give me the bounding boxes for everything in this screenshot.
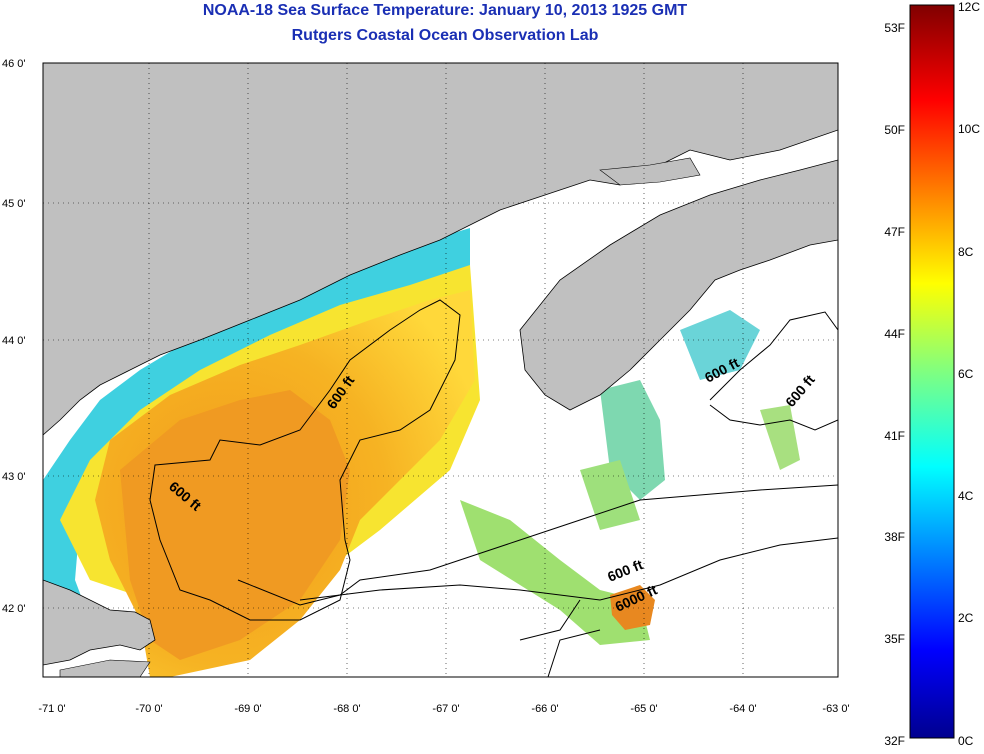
- map-title: NOAA-18 Sea Surface Temperature: January…: [202, 2, 688, 19]
- lon-label: -65 0': [630, 703, 657, 715]
- colorbar-f-labels: 53F 50F 47F 44F 41F 38F 35F 32F: [884, 21, 905, 748]
- lon-label: -66 0': [531, 703, 558, 715]
- land-nova-scotia: [519, 159, 838, 411]
- map-plot-area: 600 ft 600 ft 600 ft 600 ft 600 ft 6000 …: [43, 63, 838, 677]
- colorbar-c-label: 6C: [958, 367, 974, 381]
- sst-orange-core: [120, 390, 350, 660]
- colorbar-c-label: 8C: [958, 245, 974, 259]
- temperature-colorbar: [909, 4, 955, 739]
- colorbar-f-label: 32F: [884, 734, 905, 748]
- lon-label: -63 0': [822, 703, 849, 715]
- sst-east-patch-5: [760, 405, 800, 470]
- sst-east-patch-4: [680, 310, 760, 380]
- land-mainland: [43, 63, 838, 436]
- colorbar-c-label: 12C: [958, 0, 980, 14]
- lat-label: 43 0': [2, 471, 26, 483]
- lon-label: -68 0': [333, 703, 360, 715]
- colorbar-f-label: 38F: [884, 530, 905, 544]
- land-pei: [599, 157, 701, 186]
- colorbar-f-label: 47F: [884, 225, 905, 239]
- land-nantucket: [59, 659, 151, 677]
- lat-label: 42 0': [2, 603, 26, 615]
- colorbar-c-label: 2C: [958, 611, 974, 625]
- map-frame: [42, 62, 839, 678]
- lon-label: -69 0': [234, 703, 261, 715]
- land-cape-cod: [43, 579, 156, 666]
- colorbar-f-label: 35F: [884, 632, 905, 646]
- lon-label: -70 0': [135, 703, 162, 715]
- colorbar-c-labels: 12C 10C 8C 6C 4C 2C 0C: [958, 0, 980, 748]
- lat-labels: 46 0' 45 0' 44 0' 43 0' 42 0': [2, 58, 26, 615]
- depth-contours: [149, 299, 838, 677]
- lon-label: -71 0': [38, 703, 65, 715]
- colorbar-c-label: 10C: [958, 122, 980, 136]
- lon-labels: -71 0' -70 0' -69 0' -68 0' -67 0' -66 0…: [38, 703, 849, 715]
- colorbar-f-label: 41F: [884, 429, 905, 443]
- map-subtitle: Rutgers Coastal Ocean Observation Lab: [291, 27, 599, 44]
- colorbar-c-label: 0C: [958, 734, 974, 748]
- lat-label: 44 0': [2, 335, 26, 347]
- lat-label: 46 0': [2, 58, 26, 70]
- colorbar-c-label: 4C: [958, 489, 974, 503]
- sst-east-patch-6: [580, 460, 640, 530]
- colorbar-f-label: 53F: [884, 21, 905, 35]
- colorbar-f-label: 44F: [884, 327, 905, 341]
- lat-label: 45 0': [2, 198, 26, 210]
- lon-label: -67 0': [432, 703, 459, 715]
- sst-east-patch-1: [460, 500, 650, 645]
- lon-label: -64 0': [729, 703, 756, 715]
- colorbar-f-label: 50F: [884, 123, 905, 137]
